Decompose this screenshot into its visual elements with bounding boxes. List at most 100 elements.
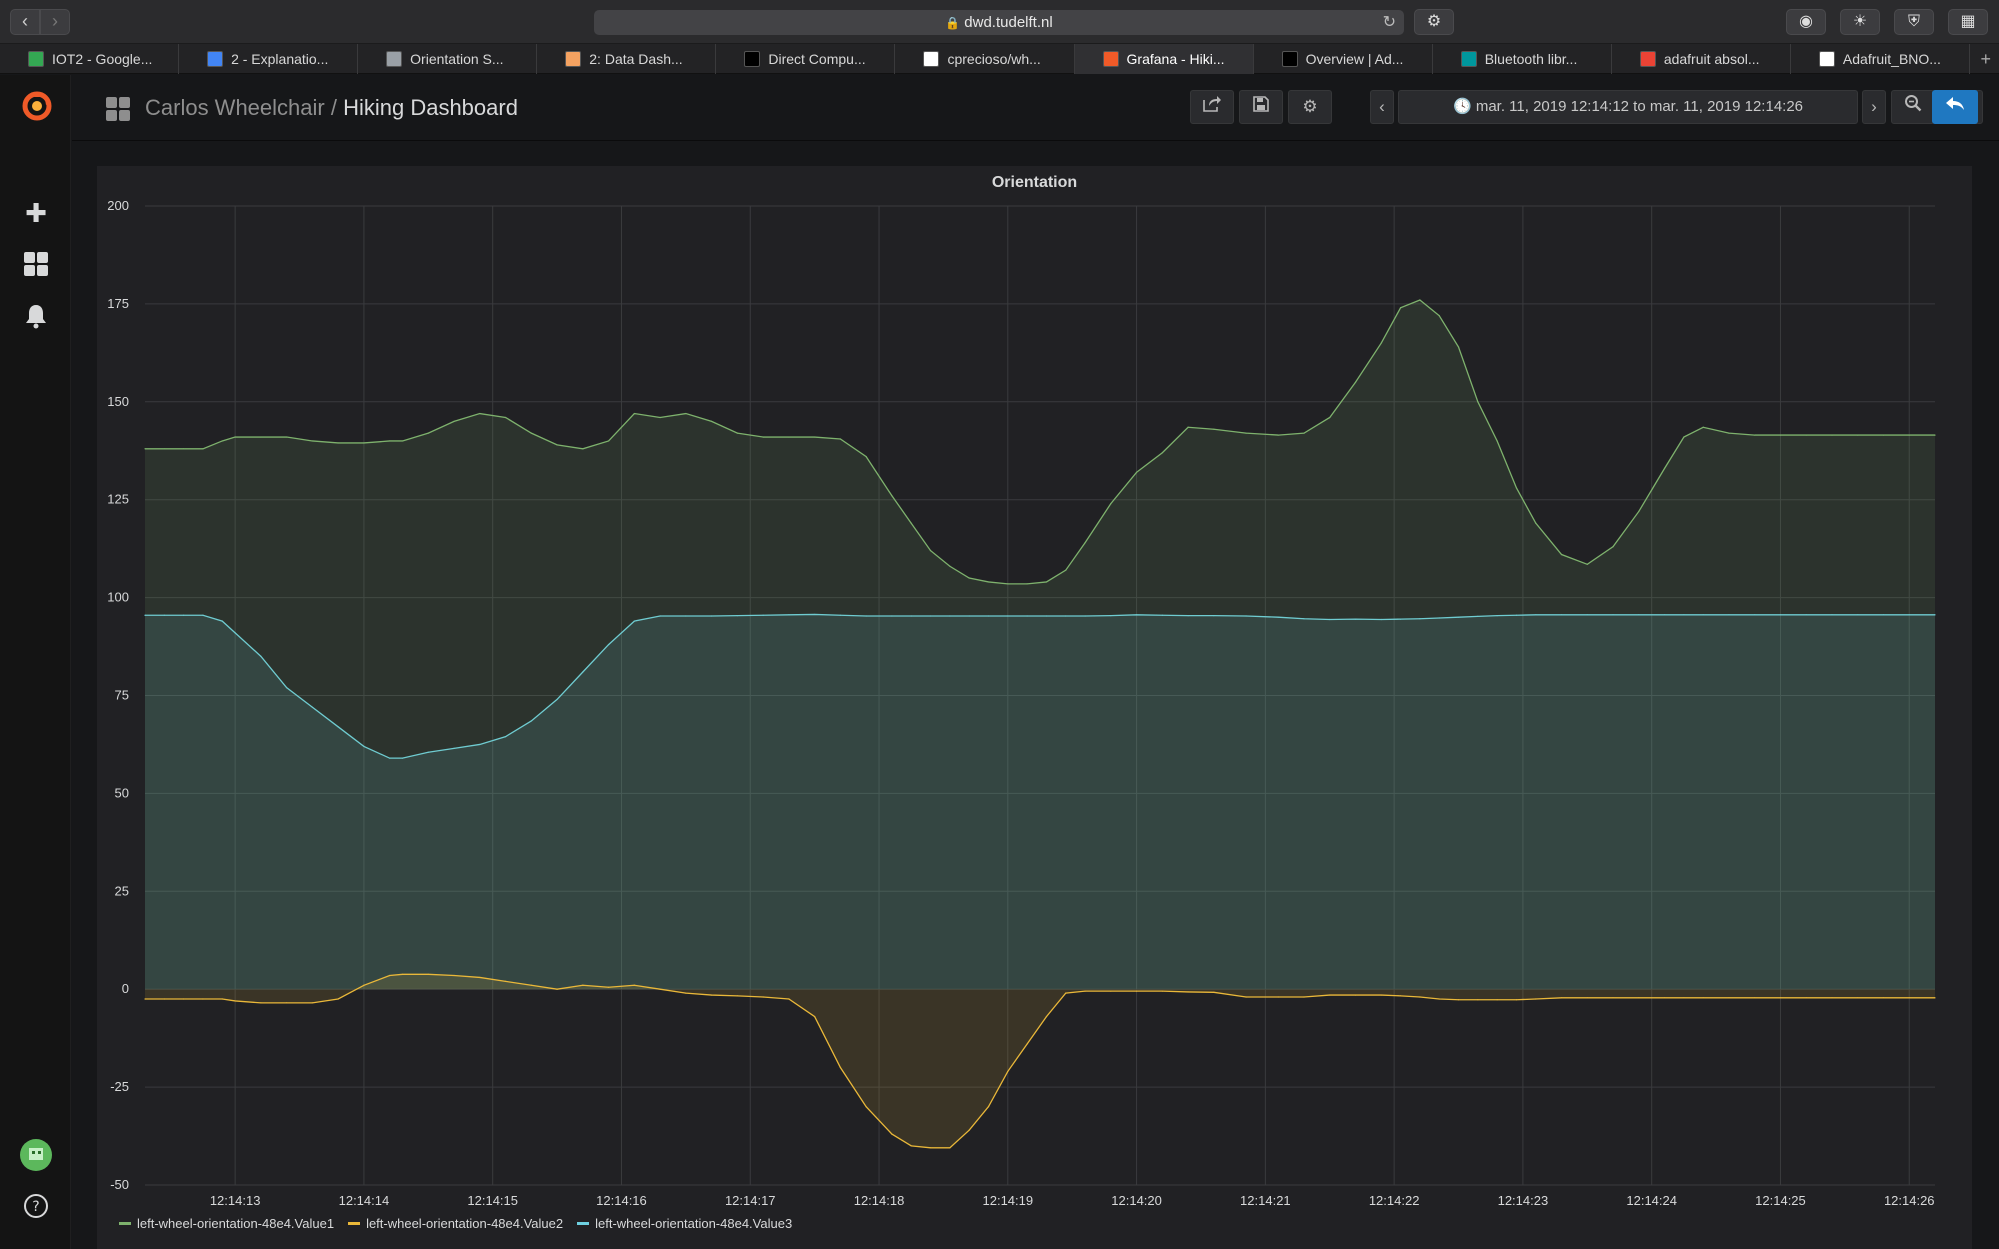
y-tick-label: 175 (107, 296, 129, 311)
orientation-chart[interactable]: 200 175 150 125 100 75 50 25 0 -25 -50 12:14:13 12:1… (97, 166, 1972, 1249)
legend-swatch (577, 1222, 590, 1225)
data-point (163, 998, 165, 1000)
browser-tab[interactable]: 2 - Explanatio... (179, 44, 359, 74)
data-point (1110, 615, 1112, 617)
grafana-logo-icon[interactable] (20, 89, 52, 121)
data-point (1084, 542, 1086, 544)
browser-forward-button[interactable]: › (40, 9, 70, 35)
data-point (1110, 990, 1112, 992)
data-point (1026, 1043, 1028, 1045)
data-point (1535, 522, 1537, 524)
browser-tab[interactable]: Grafana - Hiki... (1074, 44, 1254, 74)
x-tick-label: 12:14:21 (1240, 1193, 1291, 1208)
data-point (1419, 299, 1421, 301)
x-tick-label: 12:14:24 (1626, 1193, 1677, 1208)
data-point (1702, 997, 1704, 999)
browser-tab[interactable]: Orientation S... (358, 44, 538, 74)
dashboard-settings-button[interactable]: ⚙ (1288, 90, 1332, 124)
data-point (1399, 307, 1402, 309)
password-extension-icon[interactable]: ◉ (1786, 9, 1826, 35)
user-avatar-icon[interactable] (20, 1139, 52, 1171)
dark-mode-extension-icon[interactable]: ☀ (1840, 9, 1880, 35)
data-point (530, 984, 532, 986)
data-point (311, 1002, 314, 1004)
tab-favicon-icon (1102, 51, 1119, 67)
data-point (1831, 614, 1833, 616)
qr-extension-icon[interactable]: ▦ (1948, 9, 1988, 35)
data-point (183, 448, 185, 450)
browser-tab[interactable]: IOT2 - Google... (0, 44, 180, 74)
data-point (556, 698, 558, 701)
settings-gear-icon[interactable]: ⚙ (1414, 9, 1454, 35)
data-point (144, 448, 146, 450)
data-point (1457, 999, 1460, 1001)
browser-tab[interactable]: Direct Compu... (716, 44, 896, 74)
data-point (389, 440, 391, 442)
back-to-dashboard-button[interactable] (1932, 90, 1978, 124)
data-point (1779, 614, 1782, 616)
data-point (1477, 999, 1479, 1001)
help-question-icon[interactable]: ? (20, 1193, 52, 1225)
data-point (530, 432, 532, 434)
time-range-picker[interactable]: 🕓 mar. 11, 2019 12:14:12 to mar. 11, 201… (1398, 90, 1858, 124)
data-point (1065, 569, 1067, 571)
dashboard-grid-icon[interactable] (106, 97, 130, 121)
alerting-bell-icon[interactable] (20, 303, 52, 335)
data-point (1161, 990, 1163, 992)
browser-tab[interactable]: Overview | Ad... (1254, 44, 1433, 74)
data-point (1399, 995, 1402, 997)
data-point (1560, 553, 1563, 556)
data-point (1934, 997, 1936, 999)
browser-tab[interactable]: adafruit absol... (1612, 44, 1791, 74)
data-point (1438, 998, 1440, 1000)
data-point (1586, 997, 1588, 999)
zoom-out-button[interactable] (1891, 90, 1935, 124)
browser-tab[interactable]: 2: Data Dash... (537, 44, 717, 74)
data-point (949, 565, 951, 567)
data-point (202, 448, 204, 450)
share-button[interactable] (1190, 90, 1234, 124)
data-point (1496, 615, 1498, 617)
create-plus-icon[interactable]: ✚ (25, 198, 47, 228)
data-point (839, 1066, 841, 1069)
data-point (1245, 996, 1247, 998)
reload-icon[interactable]: ↻ (1382, 14, 1396, 31)
dashboard-navbar: Carlos Wheelchair / Hiking Dashboard ⚙ ‹… (72, 75, 1999, 141)
data-point (1663, 467, 1666, 469)
breadcrumb-folder[interactable]: Carlos Wheelchair (145, 95, 325, 120)
browser-back-button[interactable]: ‹ (10, 9, 40, 35)
clock-icon: 🕓 (1452, 98, 1472, 115)
dashboard-title[interactable]: Hiking Dashboard (343, 95, 518, 120)
url-bar[interactable]: 🔒 dwd.tudelft.nl ↻ (594, 10, 1404, 35)
data-point (144, 614, 146, 616)
x-tick-label: 12:14:14 (339, 1193, 390, 1208)
legend-item[interactable]: left-wheel-orientation-48e4.Value2 (348, 1216, 563, 1231)
browser-tab[interactable]: cprecioso/wh... (895, 44, 1075, 74)
time-shift-forward-button[interactable]: › (1862, 90, 1886, 124)
save-dashboard-button[interactable] (1239, 90, 1283, 124)
dashboards-grid-icon[interactable] (20, 251, 52, 283)
legend-item[interactable]: left-wheel-orientation-48e4.Value1 (119, 1216, 334, 1231)
data-point (1045, 581, 1048, 583)
data-point (865, 456, 867, 458)
tab-favicon-icon (1281, 51, 1298, 67)
data-point (1303, 432, 1305, 434)
data-point (1857, 614, 1859, 616)
browser-tab[interactable]: Adafruit_BNO... (1791, 44, 1970, 74)
panel-title[interactable]: Orientation (991, 174, 1078, 191)
time-shift-back-button[interactable]: ‹ (1370, 90, 1394, 124)
browser-tab[interactable]: Bluetooth libr... (1433, 44, 1612, 74)
tab-favicon-icon (565, 51, 582, 67)
data-point (1065, 615, 1067, 617)
tab-label: Orientation S... (410, 51, 504, 67)
data-point (234, 436, 236, 438)
data-point (607, 986, 610, 988)
new-tab-plus-icon[interactable]: + (1980, 49, 1991, 69)
save-icon (1253, 96, 1269, 112)
data-point (582, 671, 584, 673)
data-point (163, 448, 165, 450)
legend-item[interactable]: left-wheel-orientation-48e4.Value3 (577, 1216, 792, 1231)
data-point (1560, 997, 1563, 999)
breadcrumb[interactable]: Carlos Wheelchair / Hiking Dashboard (145, 95, 518, 121)
shield-extension-icon[interactable]: ⛨ (1894, 9, 1934, 35)
